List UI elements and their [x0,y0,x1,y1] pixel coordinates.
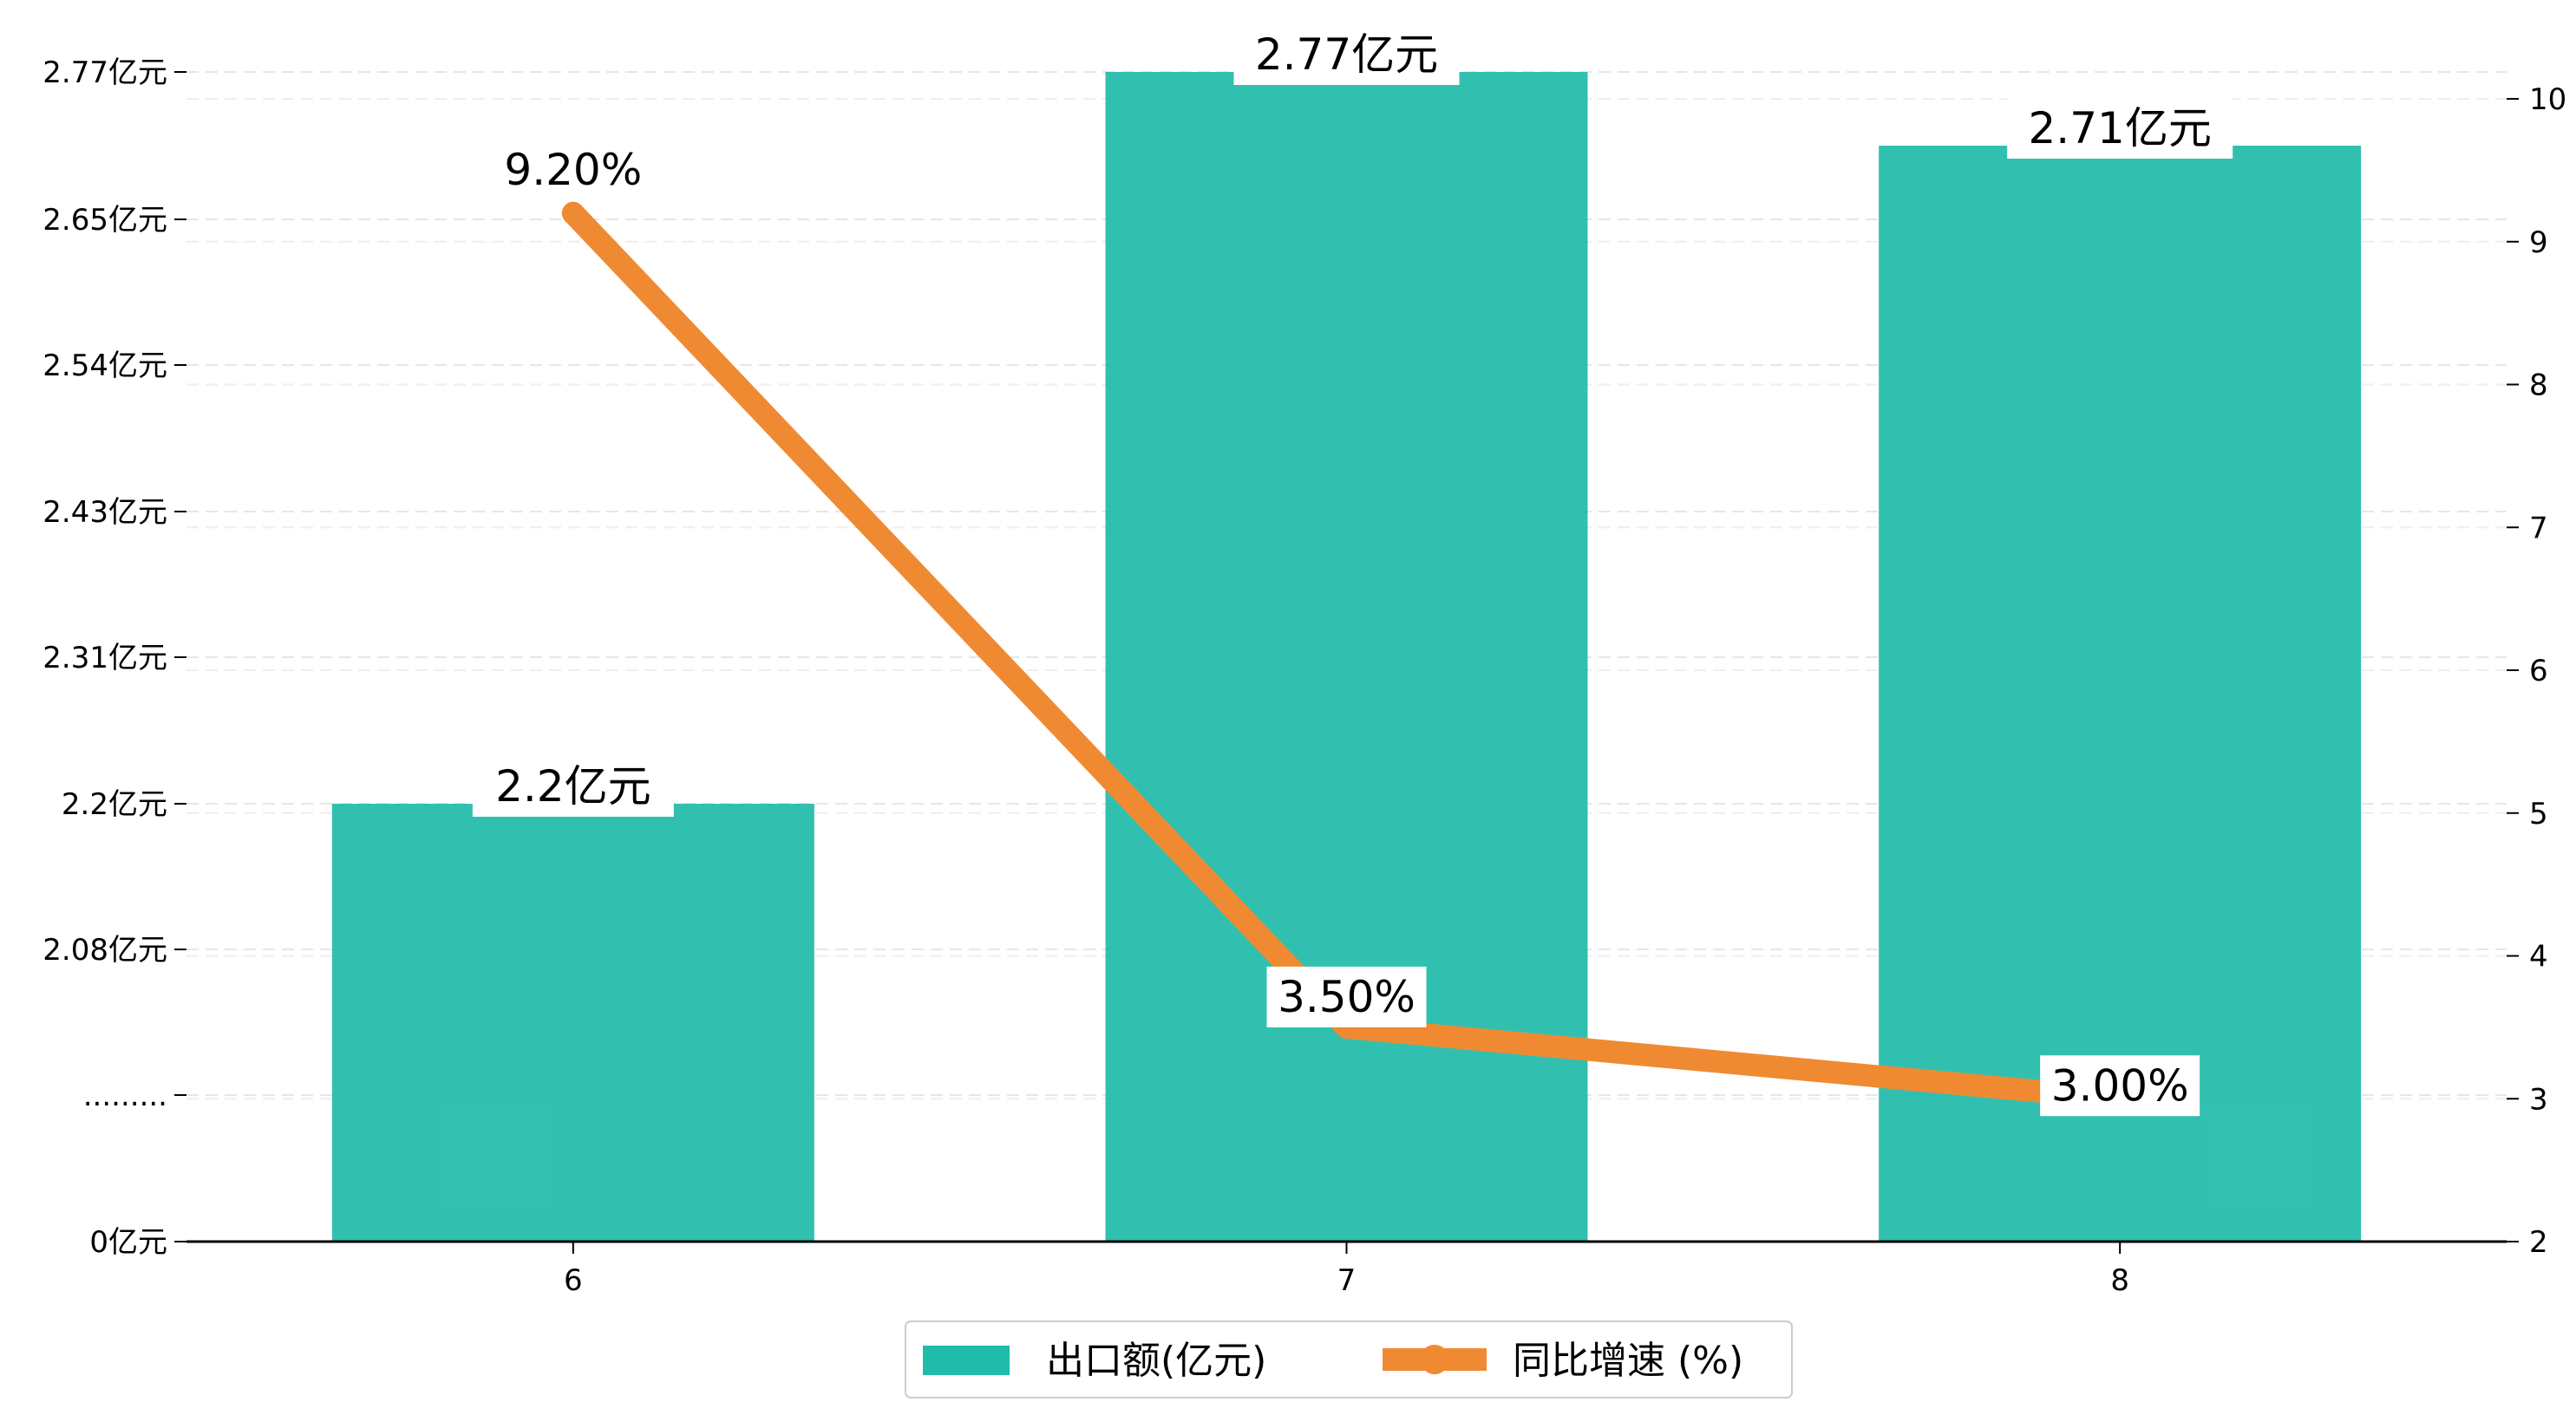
line-label-8-box [2040,1055,2200,1117]
line-label-8: 3.00% [2040,1055,2200,1117]
x-tick-label-8: 8 [2110,1263,2129,1298]
right-tick-label-10: 10 [2529,82,2566,117]
left-tick-label-1: ......... [83,1079,167,1113]
bar-label-6-box [472,756,674,817]
right-tick-label-6: 6 [2529,654,2548,688]
right-tick-label-2: 2 [2529,1225,2548,1260]
line-label-7: 3.50% [1266,966,1427,1027]
bar-label-7-text: 2.77亿元 [1255,29,1438,80]
line-label-7-text: 3.50% [1278,972,1415,1022]
right-tick-label-3: 3 [2529,1082,2548,1117]
legend-label-line: 同比增速 (%) [1513,1339,1743,1383]
left-tick-label-6: 2.54亿元 [42,349,167,383]
growth-point-6 [561,201,585,225]
line-label-8-text: 3.00% [2051,1060,2189,1111]
line-label-7-box [1266,966,1427,1027]
legend-swatch-marker [1420,1345,1449,1374]
left-tick-label-8: 2.77亿元 [42,55,167,90]
line-label-6-box [493,139,653,200]
left-tick-label-5: 2.43亿元 [42,495,167,530]
right-tick-label-9: 9 [2529,225,2548,260]
legend-swatch-bar [923,1346,1010,1375]
right-tick-label-8: 8 [2529,368,2548,403]
axes: 0亿元......... 2.08亿元 2.2亿元 2.31亿元 2.43亿元 2.54亿… [42,55,2566,1298]
bar-label-6-text: 2.2亿元 [495,761,651,812]
left-tick-label-7: 2.65亿元 [42,203,167,238]
bar-label-6: 2.2亿元 [472,756,674,817]
bar-7 [1105,72,1588,1242]
x-tick-label-7: 7 [1337,1263,1357,1298]
left-tick-label-0: 0亿元 [89,1225,167,1260]
bar-series [331,72,2362,1242]
bar-label-7: 2.77亿元 [1233,24,1460,85]
legend: 出口额(亿元) 同比增速 (%) [905,1320,1793,1399]
legend-label-bar: 出口额(亿元) [1046,1339,1266,1383]
right-tick-label-7: 7 [2529,511,2548,545]
x-tick-label-6: 6 [564,1263,583,1298]
data-labels: 2.2亿元 2.77亿元 2.71亿元 9.20% 3.50% 3.00% [472,24,2233,1117]
right-tick-label-4: 4 [2529,940,2548,975]
line-label-6-text: 9.20% [504,145,642,195]
legend-box: 出口额(亿元) 同比增速 (%) [905,1320,1793,1399]
bar-label-8: 2.71亿元 [2007,98,2233,159]
right-tick-label-5: 5 [2529,797,2548,831]
left-tick-label-3: 2.2亿元 [62,787,167,822]
bar-label-7-box [1233,24,1460,85]
legend-frame [905,1320,1793,1399]
bar-label-8-text: 2.71亿元 [2029,103,2212,153]
left-tick-label-4: 2.31亿元 [42,641,167,675]
bar-6 [331,804,814,1242]
bar-label-8-box [2007,98,2233,159]
line-label-6: 9.20% [493,139,653,200]
left-tick-label-2: 2.08亿元 [42,933,167,968]
